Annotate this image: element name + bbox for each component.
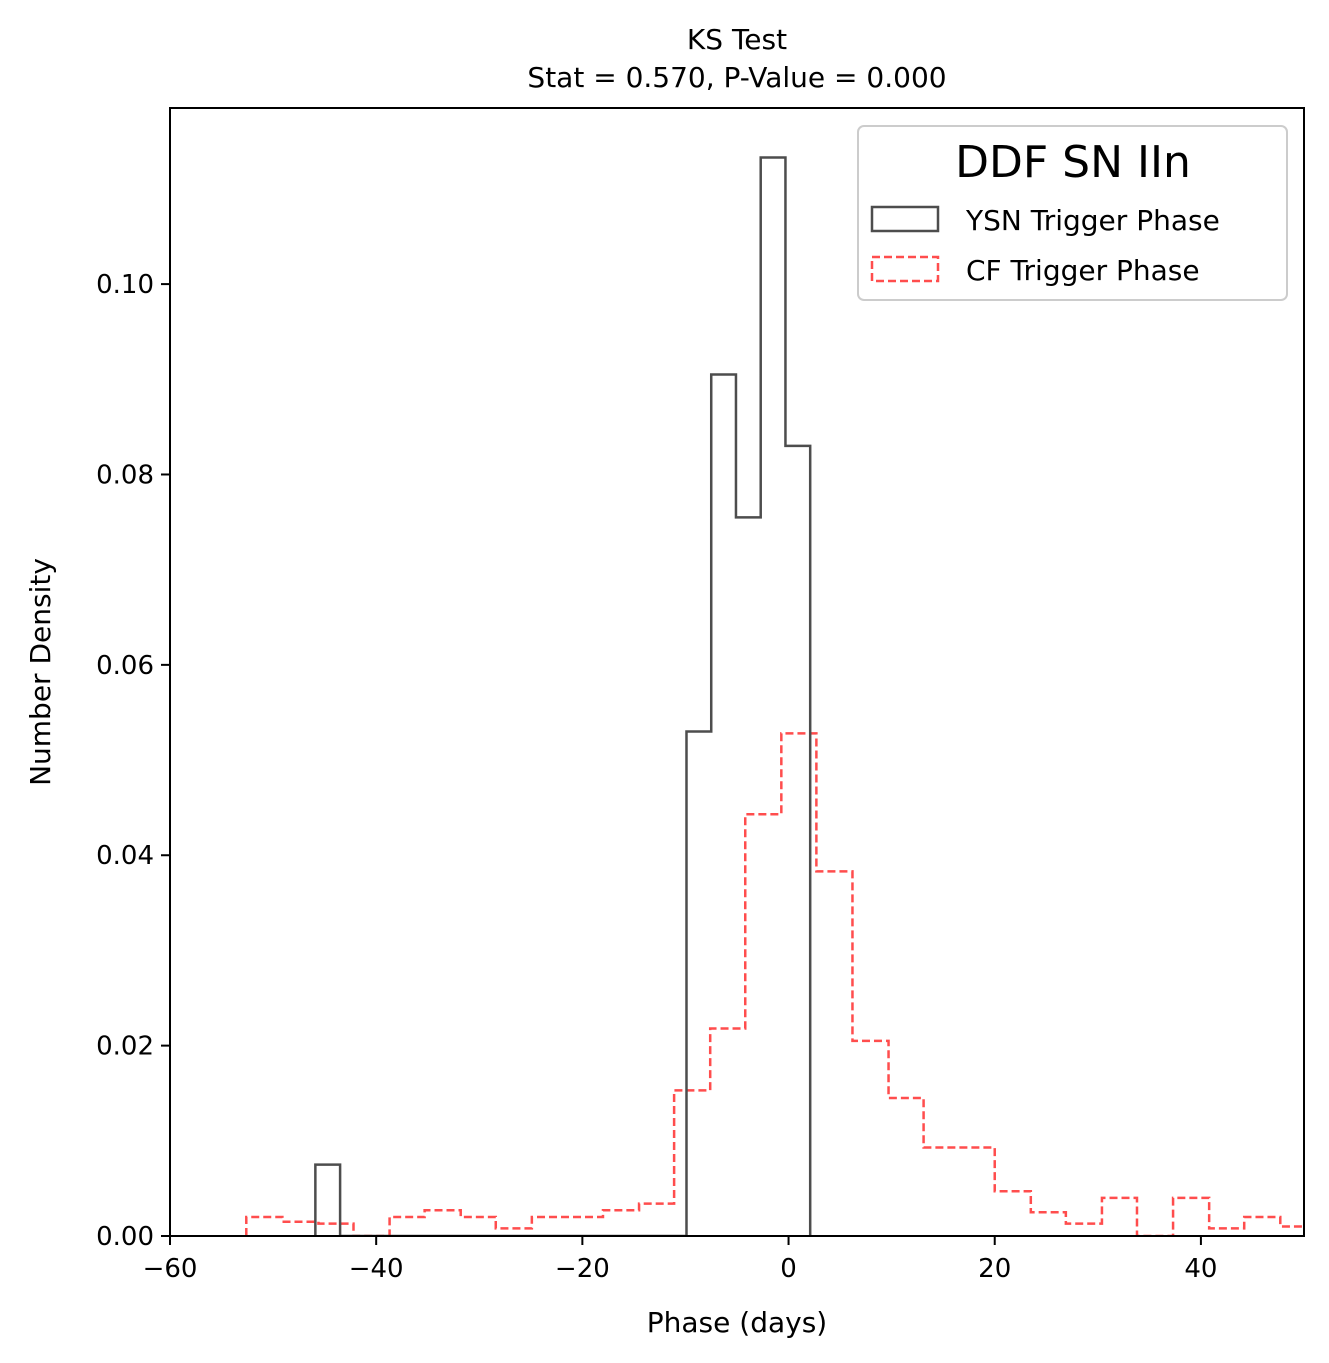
chart-title: KS Test xyxy=(687,23,787,56)
legend-label-ysn: YSN Trigger Phase xyxy=(965,204,1220,237)
legend-title: DDF SN IIn xyxy=(955,137,1191,188)
legend: DDF SN IIn YSN Trigger Phase CF Trigger … xyxy=(857,125,1288,301)
chart-subtitle: Stat = 0.570, P-Value = 0.000 xyxy=(527,61,946,94)
x-tick-label: −60 xyxy=(143,1254,198,1284)
y-axis-label: Number Density xyxy=(24,558,57,786)
x-tick-label: −20 xyxy=(555,1254,610,1284)
y-tick-label: 0.10 xyxy=(96,270,154,300)
plot-frame xyxy=(169,107,1305,1237)
series-cf-step xyxy=(245,732,1304,1236)
x-tick-label: 40 xyxy=(1184,1254,1217,1284)
x-tick-label: 20 xyxy=(978,1254,1011,1284)
legend-box xyxy=(857,125,1288,301)
series-layer xyxy=(245,156,1304,1236)
tick-layer: −60 −40 −20 0 20 40 0.00 0.02 0.04 0.06 0.08 0.10 xyxy=(96,270,1217,1284)
legend-label-cf: CF Trigger Phase xyxy=(966,254,1200,287)
x-axis-label: Phase (days) xyxy=(647,1306,827,1339)
y-tick-label: 0.08 xyxy=(96,460,154,490)
series-ysn-step xyxy=(314,156,812,1236)
y-tick-label: 0.06 xyxy=(96,651,154,681)
x-tick-label: 0 xyxy=(780,1254,797,1284)
x-tick-label: −40 xyxy=(349,1254,404,1284)
y-tick-label: 0.04 xyxy=(96,841,154,871)
legend-swatch-ysn xyxy=(870,205,940,233)
y-tick-label: 0.00 xyxy=(96,1222,154,1252)
legend-swatch-cf xyxy=(870,255,940,283)
y-tick-label: 0.02 xyxy=(96,1032,154,1062)
